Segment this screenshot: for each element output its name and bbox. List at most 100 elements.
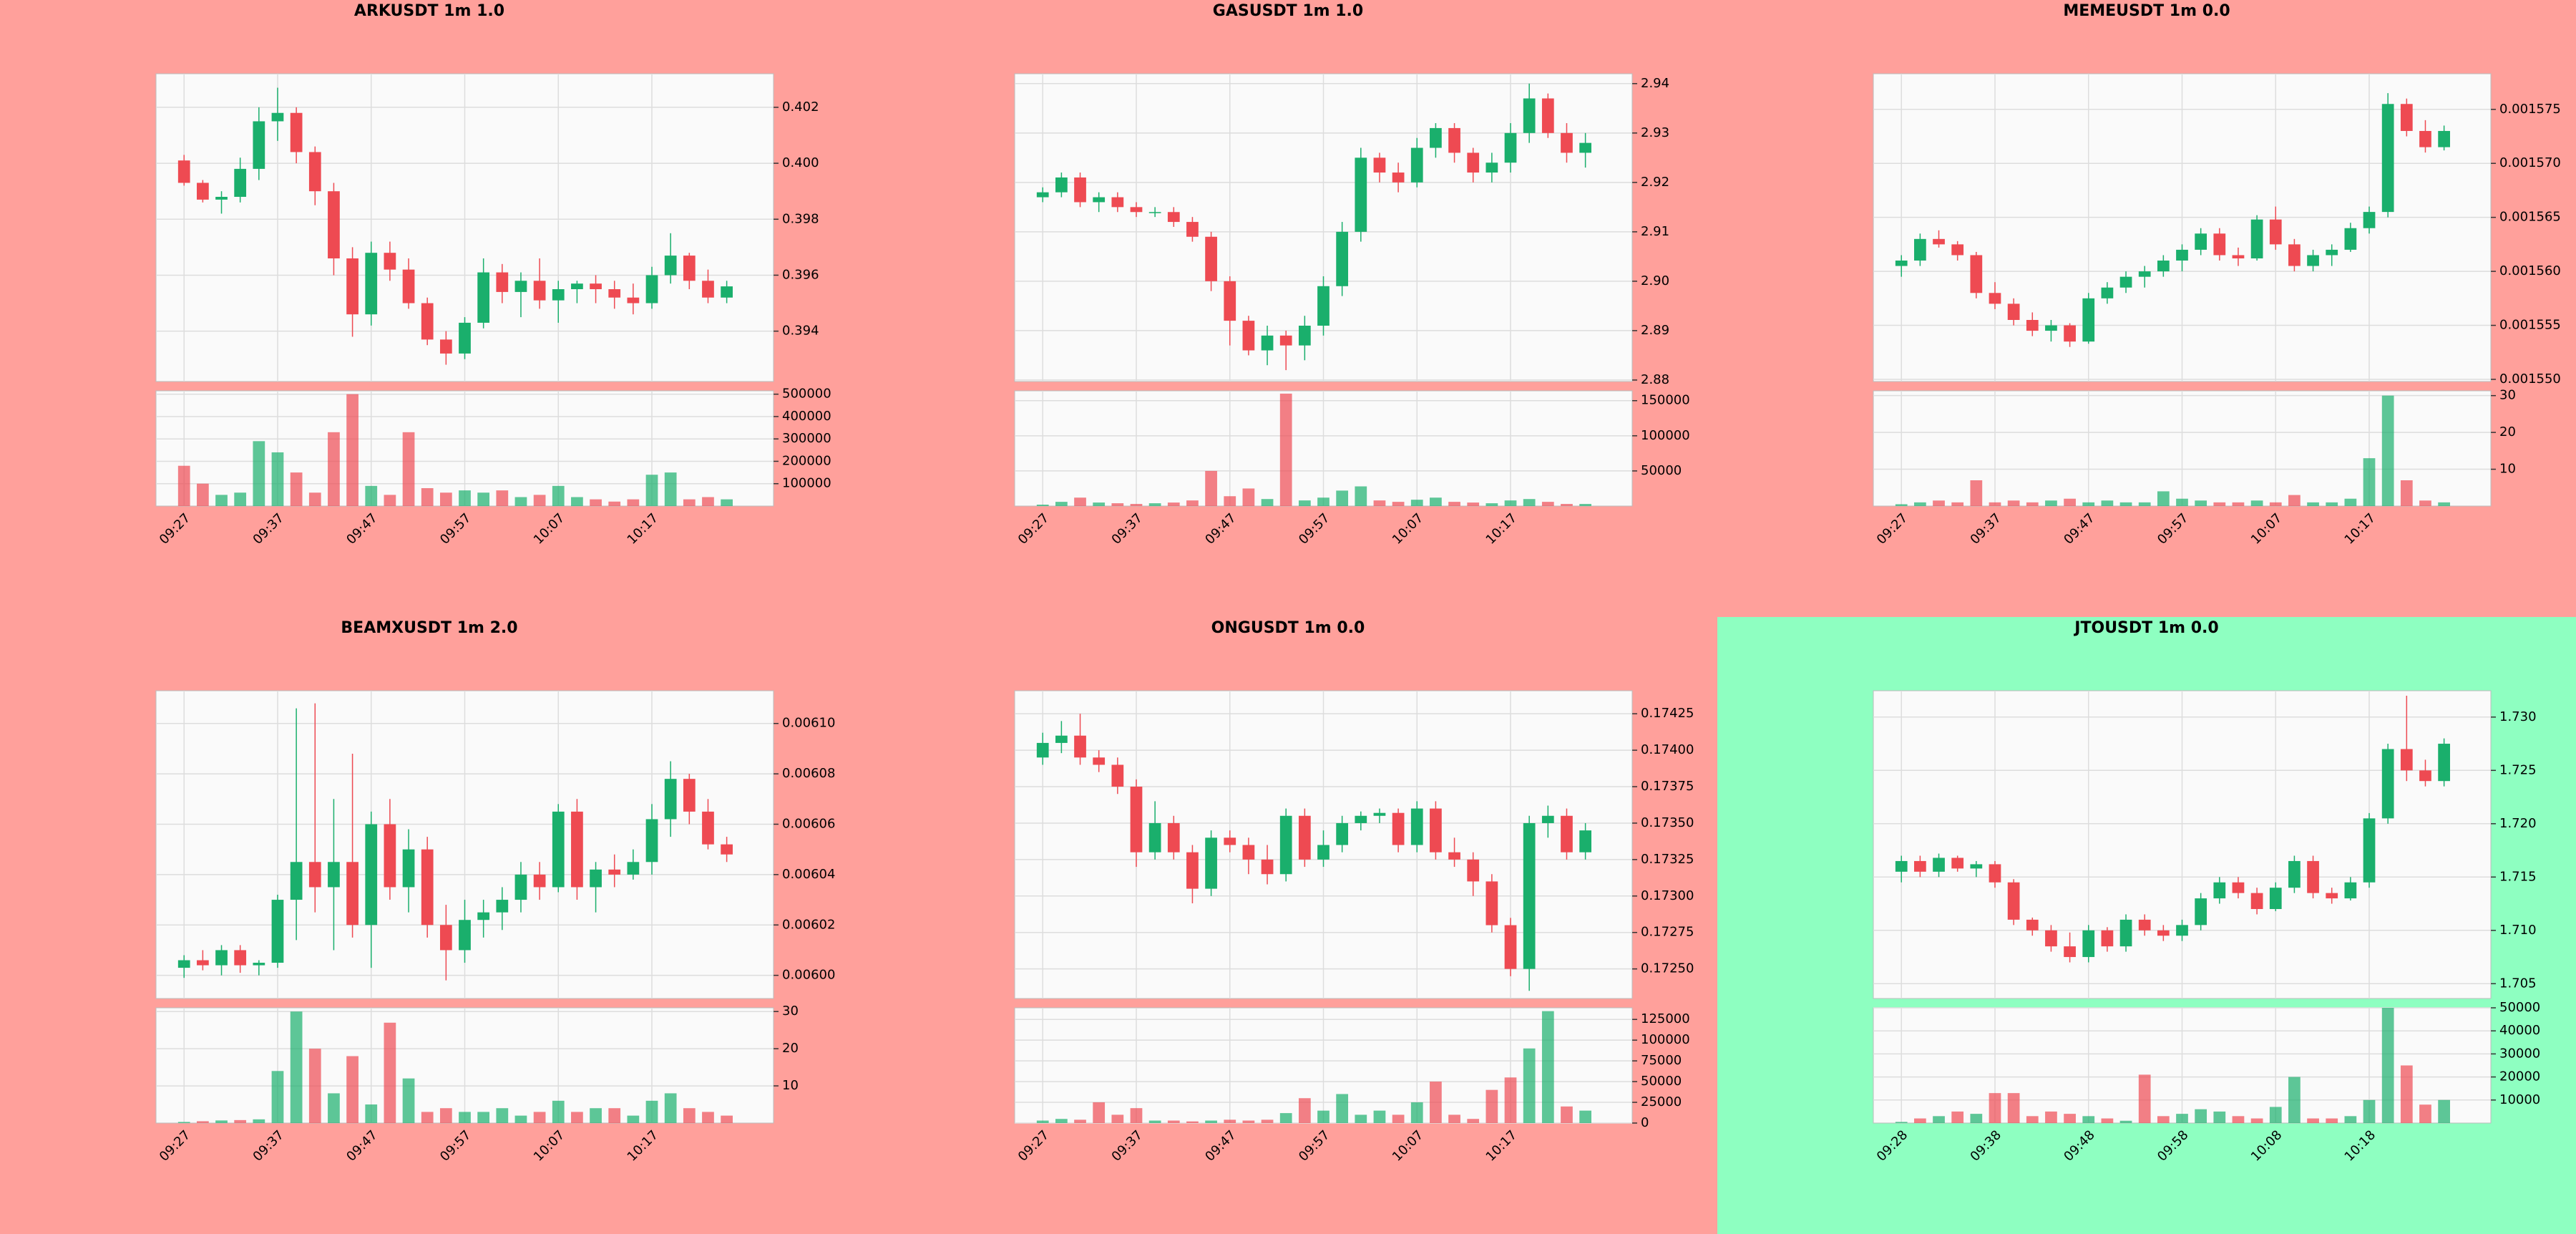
volume-bar xyxy=(1448,1114,1460,1123)
candle-body xyxy=(721,844,733,855)
candle-body xyxy=(2363,818,2376,883)
candle-body xyxy=(1074,735,1086,758)
volume-bar xyxy=(439,1108,452,1123)
volume-bar xyxy=(2419,1104,2431,1123)
y-tick-label: 100000 xyxy=(1641,428,1690,443)
volume-bar xyxy=(496,490,509,506)
volume-bar xyxy=(384,495,396,506)
y-tick-label: 150000 xyxy=(1641,393,1690,408)
candle-body xyxy=(1186,852,1199,889)
candle-body xyxy=(1148,822,1161,852)
candle-body xyxy=(683,256,696,281)
volume-bar xyxy=(1467,1119,1480,1123)
y-tick-label: 20 xyxy=(782,1041,799,1056)
volume-bar xyxy=(2101,500,2114,506)
volume-bar xyxy=(328,432,340,506)
volume-bar xyxy=(1148,503,1161,506)
candle-body xyxy=(571,283,583,289)
y-tick-label: 2.91 xyxy=(1641,224,1669,239)
candle-body xyxy=(459,920,471,951)
volume-bar xyxy=(328,1093,340,1123)
candle-body xyxy=(421,303,434,340)
candle-body xyxy=(664,256,677,276)
volume-bar xyxy=(1541,502,1554,506)
candle-body xyxy=(308,152,321,192)
candle-body xyxy=(702,811,714,845)
candle-body xyxy=(2157,930,2170,936)
candle-body xyxy=(1970,255,1983,293)
volume-bar xyxy=(664,1093,677,1123)
volume-bar xyxy=(2138,1074,2151,1123)
volume-bar xyxy=(1317,1110,1330,1123)
candle-body xyxy=(1951,858,1964,869)
volume-bar xyxy=(1167,502,1180,506)
candle-body xyxy=(253,963,265,966)
candle-body xyxy=(1373,812,1386,816)
volume-bar xyxy=(721,499,733,506)
volume-bar xyxy=(2381,1008,2394,1123)
candle-body xyxy=(253,121,265,169)
volume-bar xyxy=(627,499,640,506)
candle-body xyxy=(608,869,621,875)
candle-body xyxy=(234,950,247,966)
candle-body xyxy=(2400,104,2413,131)
volume-bar xyxy=(290,1011,303,1123)
volume-bar xyxy=(1430,1082,1442,1123)
y-tick-label: 0.398 xyxy=(782,211,819,226)
candle-body xyxy=(533,281,546,301)
y-tick-label: 2.94 xyxy=(1641,76,1669,91)
candle-body xyxy=(439,339,452,354)
volume-bar xyxy=(1055,502,1068,506)
candle-body xyxy=(590,283,602,289)
volume-bar xyxy=(2307,1118,2319,1123)
y-tick-label: 2.88 xyxy=(1641,372,1669,387)
candle-body xyxy=(1093,197,1106,203)
volume-bar xyxy=(1242,488,1255,506)
candle-body xyxy=(2307,860,2319,893)
chart-title: GASUSDT 1m 1.0 xyxy=(1213,2,1363,20)
candle-body xyxy=(290,862,303,900)
candle-body xyxy=(2307,255,2319,266)
candle-body xyxy=(533,874,546,888)
volume-bar xyxy=(2082,1116,2095,1123)
volume-bar xyxy=(1373,1110,1386,1123)
candle-body xyxy=(2213,233,2226,256)
candle-body xyxy=(2250,219,2263,258)
volume-bar xyxy=(1410,500,1423,506)
volume-bar xyxy=(1298,1098,1311,1123)
volume-bar xyxy=(1933,1116,1945,1123)
volume-bar xyxy=(608,1108,621,1123)
volume-bar xyxy=(1074,1119,1086,1123)
candle-body xyxy=(2381,749,2394,819)
y-tick-label: 0.001575 xyxy=(2499,102,2561,117)
volume-bar xyxy=(1504,1077,1517,1123)
y-tick-label: 30 xyxy=(782,1004,799,1019)
volume-bar xyxy=(1055,1119,1068,1123)
candle-body xyxy=(2045,325,2057,331)
volume-bar xyxy=(1111,1114,1124,1123)
candle-body xyxy=(402,269,415,303)
volume-bar xyxy=(2082,502,2095,506)
candle-body xyxy=(477,912,490,920)
volume-bar xyxy=(1541,1011,1554,1123)
volume-bar xyxy=(215,1120,228,1123)
volume-bar xyxy=(2157,1116,2170,1123)
volume-bar xyxy=(533,495,546,506)
candle-body xyxy=(1373,157,1386,173)
candle-body xyxy=(384,824,396,888)
y-tick-label: 0.396 xyxy=(782,267,819,282)
candle-body xyxy=(1242,321,1255,351)
y-tick-label: 2.92 xyxy=(1641,175,1669,190)
volume-bar xyxy=(1485,503,1498,506)
candle-body xyxy=(608,289,621,298)
y-tick-label: 1.730 xyxy=(2499,709,2537,724)
candle-body xyxy=(1410,147,1423,183)
candle-body xyxy=(496,272,509,292)
volume-bar xyxy=(1448,502,1460,506)
volume-bar xyxy=(2213,1111,2226,1123)
volume-bar xyxy=(1467,502,1480,506)
candle-body xyxy=(1036,192,1049,198)
volume-bar xyxy=(1205,470,1217,506)
candle-body xyxy=(2438,744,2450,782)
chart-panel: ONGUSDT 1m 0.0 0.17250 0.17275 0.17300 0.173… xyxy=(859,617,1740,1234)
